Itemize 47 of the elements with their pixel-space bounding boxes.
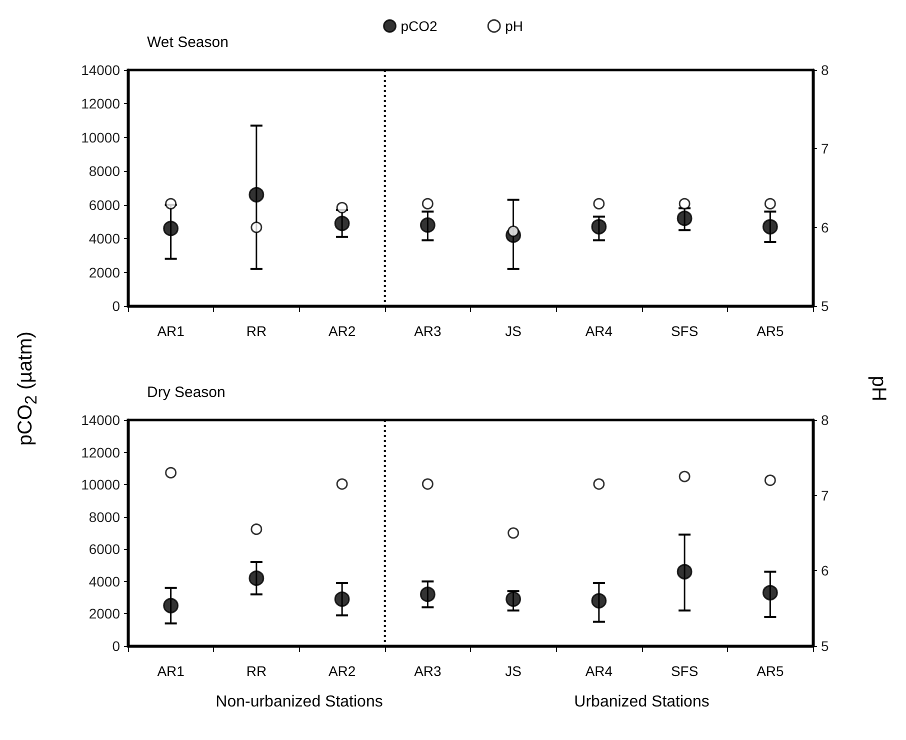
x-tick-label: AR4 xyxy=(585,663,613,679)
legend-label: pCO2 xyxy=(400,18,438,34)
x-tick-label: SFS xyxy=(670,663,698,679)
x-tick-label: RR xyxy=(246,663,267,679)
text: Urbanized Stations xyxy=(574,694,710,710)
y-tick-label: 4000 xyxy=(88,230,120,247)
chart-title: Dry Season xyxy=(147,384,226,401)
x-tick-label: AR3 xyxy=(414,663,442,679)
y2-tick-label: 7 xyxy=(821,487,829,504)
y-tick-label: 8000 xyxy=(88,163,120,180)
legend-label: pH xyxy=(505,18,523,34)
x-tick-label: RR xyxy=(246,323,267,339)
y-tick-label: 10000 xyxy=(81,129,120,146)
x-tick-label: AR1 xyxy=(157,663,185,679)
y2-tick-label: 5 xyxy=(821,638,829,654)
y2-tick-label: 7 xyxy=(821,140,829,157)
y-tick-label: 10000 xyxy=(81,476,120,493)
y-tick-label: 14000 xyxy=(81,62,120,78)
y-tick-label: 12000 xyxy=(81,444,120,460)
y2-tick-label: 6 xyxy=(821,562,829,579)
y2-tick-label: 6 xyxy=(821,219,829,236)
y-tick-label: 6000 xyxy=(88,196,120,213)
text: Non-urbanized Stations xyxy=(216,694,383,710)
y-tick-label: 14000 xyxy=(81,412,120,428)
y-tick-label: 4000 xyxy=(88,573,120,590)
y-tick-label: 8000 xyxy=(88,508,120,525)
y-tick-label: 0 xyxy=(112,638,120,654)
x-tick-label: JS xyxy=(505,663,522,679)
x-tick-label: AR1 xyxy=(157,323,185,339)
x-tick-label: AR4 xyxy=(585,323,613,339)
chart-title: Wet Season xyxy=(147,34,228,51)
y-tick-label: 6000 xyxy=(88,541,120,558)
y2-axis-title: pH xyxy=(866,375,890,401)
x-tick-label: AR5 xyxy=(756,663,784,679)
y-tick-label: 0 xyxy=(112,298,120,314)
x-tick-label: AR5 xyxy=(756,323,784,339)
y2-tick-label: 8 xyxy=(821,412,829,428)
x-tick-label: AR3 xyxy=(414,323,442,339)
y2-tick-label: 8 xyxy=(821,62,829,78)
y-tick-label: 12000 xyxy=(81,96,120,112)
y2-tick-label: 5 xyxy=(821,298,829,314)
y-tick-label: 2000 xyxy=(88,264,120,280)
y-tick-label: 2000 xyxy=(88,606,120,622)
x-tick-label: AR2 xyxy=(328,663,356,679)
x-tick-label: AR2 xyxy=(328,323,356,339)
x-tick-label: JS xyxy=(505,323,522,339)
x-tick-label: SFS xyxy=(670,323,698,339)
